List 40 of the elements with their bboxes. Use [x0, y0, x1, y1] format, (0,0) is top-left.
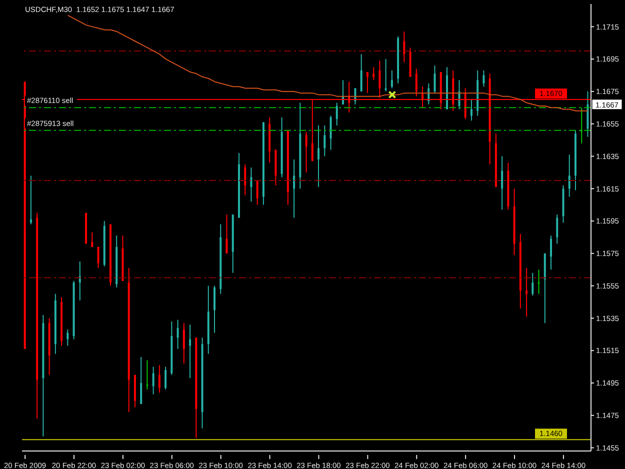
candlestick	[146, 360, 148, 390]
candlestick	[360, 54, 362, 92]
candlestick	[372, 66, 375, 81]
candlestick	[556, 214, 558, 244]
candlestick	[324, 124, 326, 157]
candlestick	[568, 154, 570, 198]
candlestick	[189, 324, 192, 379]
candlestick	[330, 115, 332, 150]
candlestick	[226, 214, 228, 254]
candlestick	[97, 246, 100, 268]
candlestick	[526, 267, 528, 318]
candlestick	[140, 356, 142, 405]
candlestick	[214, 285, 216, 334]
candlestick	[158, 364, 160, 394]
candlestick	[532, 272, 534, 296]
candlestick	[152, 366, 154, 395]
candlestick	[293, 158, 296, 218]
candlestick	[415, 68, 418, 97]
candlestick	[470, 99, 472, 122]
candlestick	[390, 70, 393, 89]
candlestick	[66, 329, 69, 346]
candlestick	[30, 175, 32, 225]
candlestick	[305, 131, 308, 173]
candlestick	[550, 235, 552, 270]
candlestick	[366, 72, 368, 94]
candlestick	[434, 65, 436, 94]
candlestick	[176, 319, 179, 350]
candlestick	[384, 58, 387, 92]
candlestick	[501, 156, 504, 210]
candlestick	[182, 322, 185, 364]
candlestick	[403, 31, 406, 63]
candlestick	[318, 124, 320, 188]
candlestick	[256, 180, 258, 206]
candlestick	[336, 102, 338, 126]
candlestick	[244, 164, 246, 196]
candlestick	[91, 232, 94, 248]
candlestick	[538, 269, 540, 294]
candlestick	[164, 366, 167, 390]
candlestick	[250, 167, 252, 202]
candlestick	[482, 70, 485, 88]
